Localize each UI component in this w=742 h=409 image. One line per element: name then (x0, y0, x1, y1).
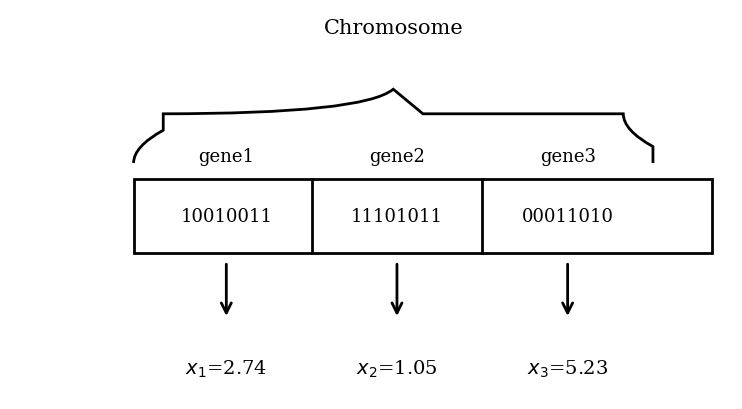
Text: gene2: gene2 (369, 148, 425, 166)
Text: gene3: gene3 (539, 148, 596, 166)
Text: $\mathit{x}_{1}$=2.74: $\mathit{x}_{1}$=2.74 (186, 357, 267, 379)
Text: 11101011: 11101011 (351, 208, 443, 226)
Text: 00011010: 00011010 (522, 208, 614, 226)
Text: $\mathit{x}_{2}$=1.05: $\mathit{x}_{2}$=1.05 (356, 357, 438, 379)
FancyBboxPatch shape (134, 180, 712, 254)
Text: gene1: gene1 (198, 148, 255, 166)
Text: Chromosome: Chromosome (324, 19, 463, 38)
Text: $\mathit{x}_{3}$=5.23: $\mathit{x}_{3}$=5.23 (527, 357, 608, 379)
Text: 10010011: 10010011 (180, 208, 272, 226)
